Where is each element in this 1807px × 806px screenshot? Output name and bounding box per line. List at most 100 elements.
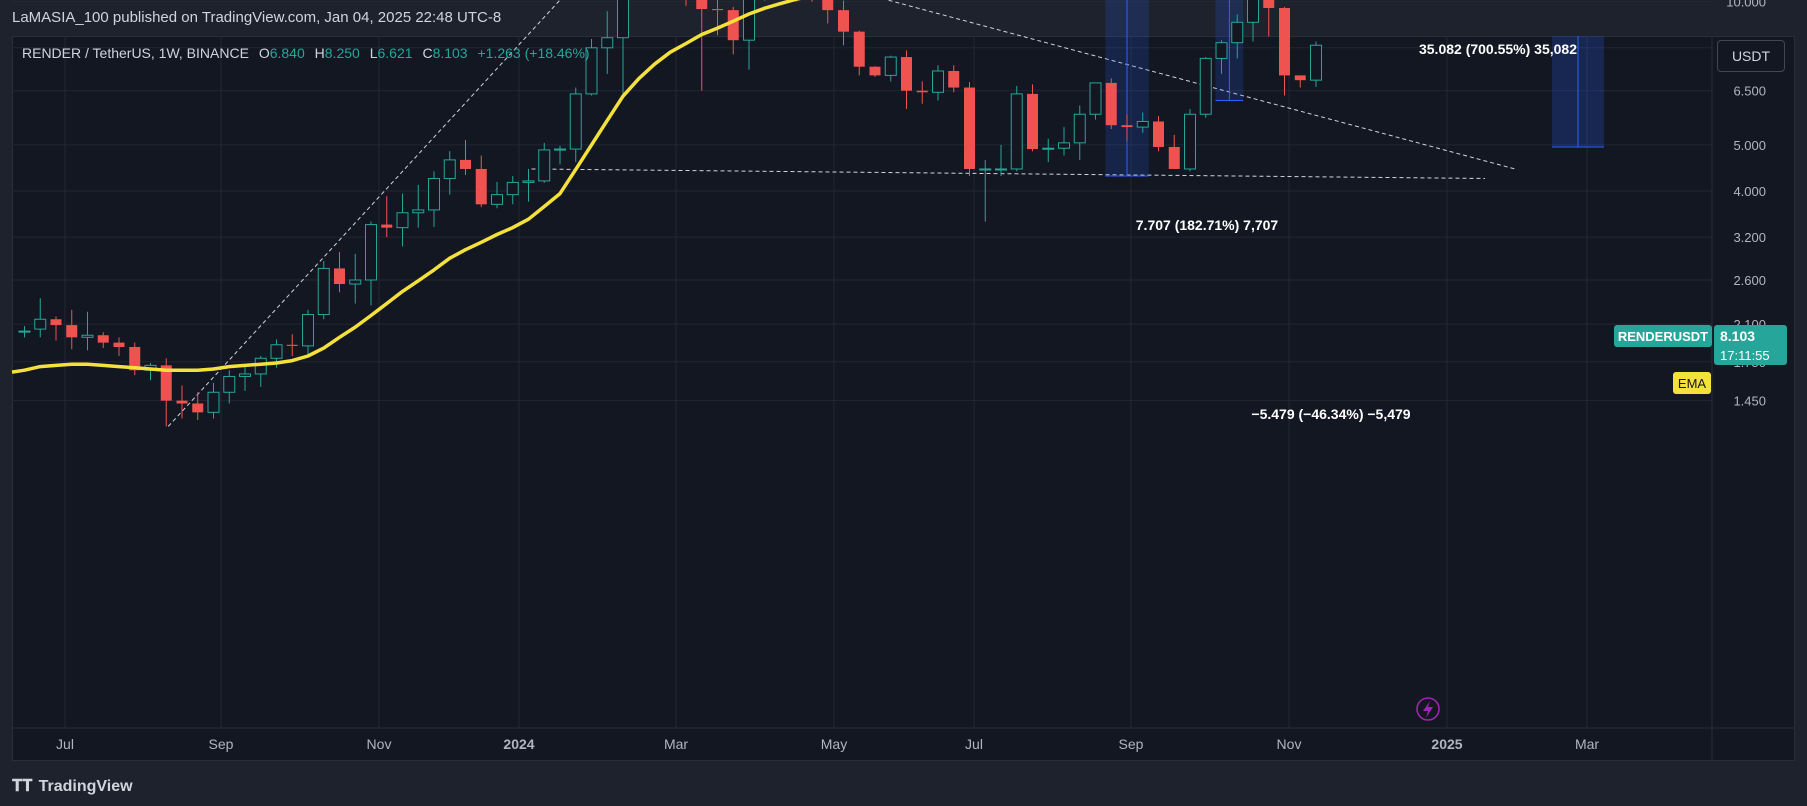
y-tick-label: 10.000 bbox=[1726, 0, 1766, 10]
x-tick-label: May bbox=[821, 736, 847, 752]
measure-label: 7.707 (182.71%) 7,707 bbox=[1136, 217, 1279, 233]
chart-grid bbox=[12, 1, 1712, 728]
candle-body bbox=[1153, 121, 1164, 147]
price-tag-value: 8.103 bbox=[1720, 328, 1755, 344]
candle-body bbox=[475, 168, 487, 205]
candle-body bbox=[1263, 0, 1275, 8]
candle-body bbox=[569, 93, 582, 150]
candle-body bbox=[460, 159, 471, 169]
rising-trendline bbox=[167, 0, 561, 427]
price-tag bbox=[1714, 325, 1787, 365]
candle-body bbox=[853, 31, 865, 67]
x-tick-label: Mar bbox=[664, 736, 688, 752]
price-tag-countdown: 17:11:55 bbox=[1720, 348, 1770, 363]
candle-body bbox=[207, 391, 220, 413]
candle-body bbox=[428, 177, 440, 211]
legend-change: +1.263 (+18.46%) bbox=[477, 45, 590, 61]
x-tick-label: Mar bbox=[1575, 736, 1599, 752]
y-tick-label: 5.000 bbox=[1733, 138, 1766, 153]
candle-body bbox=[538, 149, 551, 182]
candle-body bbox=[1168, 146, 1180, 169]
candle-body bbox=[522, 180, 535, 183]
footer: 𝐓𝐓 TradingView bbox=[0, 770, 1807, 806]
ema-series bbox=[11, 0, 802, 374]
candle-body bbox=[129, 346, 141, 371]
candle-body bbox=[1279, 7, 1290, 76]
candle-body bbox=[869, 66, 881, 76]
x-tick-label: Jul bbox=[965, 736, 983, 752]
candle-body bbox=[192, 403, 204, 413]
y-tick-label: 3.200 bbox=[1733, 230, 1766, 245]
candle-body bbox=[995, 168, 1007, 171]
legend-symbol: RENDER / TetherUS, 1W, BINANCE bbox=[22, 45, 249, 61]
candle-body bbox=[964, 87, 975, 169]
x-tick-label: Nov bbox=[1277, 736, 1302, 752]
publish-header: LaMASIA_100 published on TradingView.com… bbox=[0, 0, 1807, 36]
x-tick-label: Sep bbox=[1119, 736, 1144, 752]
lightning-icon[interactable] bbox=[1416, 697, 1440, 721]
candle-body bbox=[396, 212, 409, 229]
legend-open-label: O bbox=[258, 45, 270, 61]
candle-body bbox=[743, 0, 755, 41]
candle-body bbox=[948, 71, 960, 88]
candle-body bbox=[727, 10, 739, 41]
measure-ranges bbox=[1105, 0, 1604, 177]
candle-body bbox=[443, 159, 456, 179]
candle-body bbox=[838, 10, 849, 32]
candle-body bbox=[50, 319, 62, 326]
candle-body bbox=[932, 70, 944, 93]
legend-low-label: L bbox=[369, 45, 378, 61]
candle-body bbox=[176, 400, 188, 404]
candle-body bbox=[1247, 0, 1259, 23]
candle-body bbox=[349, 279, 362, 285]
ema-line bbox=[11, 0, 802, 374]
publish-info: LaMASIA_100 published on TradingView.com… bbox=[12, 9, 502, 26]
x-tick-label: 2025 bbox=[1431, 736, 1462, 752]
ema-tag-label: EMA bbox=[1678, 376, 1707, 391]
candle-body bbox=[365, 224, 377, 281]
chart-axes: 28.00022.00018.00015.00012.00010.0008.00… bbox=[12, 0, 1795, 761]
candle-body bbox=[1027, 93, 1038, 150]
x-tick-label: 2024 bbox=[503, 736, 534, 752]
candle-body bbox=[901, 57, 912, 91]
candle-body bbox=[601, 37, 614, 49]
candle-body bbox=[1294, 75, 1306, 81]
candle-body bbox=[239, 373, 251, 377]
candle-body bbox=[270, 344, 283, 359]
candle-body bbox=[585, 47, 598, 95]
legend-close-label: C bbox=[422, 45, 433, 61]
candle-body bbox=[712, 9, 723, 11]
candle-body bbox=[1231, 21, 1244, 44]
candle-body bbox=[617, 0, 629, 39]
pattern-lines bbox=[167, 0, 1516, 427]
candle-body bbox=[97, 335, 109, 343]
legend-low: 6.621 bbox=[377, 45, 413, 61]
candle-body bbox=[317, 267, 330, 316]
measure-label: 35.082 (700.55%) 35,082 bbox=[1419, 41, 1577, 57]
candle-body bbox=[1310, 44, 1322, 81]
chart-legend: RENDER / TetherUS, 1W, BINANCE O6.840 H8… bbox=[22, 45, 590, 61]
brand-name: TradingView bbox=[38, 778, 133, 795]
candle-body bbox=[412, 209, 425, 214]
candle-body bbox=[18, 330, 31, 333]
candle-body bbox=[1184, 113, 1196, 170]
candle-body bbox=[506, 181, 519, 196]
candle-body bbox=[1010, 93, 1023, 170]
candle-body bbox=[1073, 113, 1086, 144]
y-tick-label: 2.600 bbox=[1733, 273, 1766, 288]
tradingview-brand[interactable]: 𝐓𝐓 TradingView bbox=[12, 778, 139, 796]
candle-body bbox=[1042, 147, 1055, 150]
candle-body bbox=[223, 375, 236, 393]
chart-frame[interactable] bbox=[12, 36, 1795, 761]
candle-body bbox=[979, 168, 992, 171]
candle-body bbox=[160, 365, 172, 401]
support-line bbox=[531, 168, 1486, 179]
legend-open: 6.840 bbox=[269, 45, 305, 61]
candle-body bbox=[81, 334, 94, 338]
candle-body bbox=[302, 314, 314, 347]
currency-button[interactable]: USDT bbox=[1717, 40, 1785, 72]
x-tick-label: Nov bbox=[367, 736, 392, 752]
tradingview-logo-icon: 𝐓𝐓 bbox=[12, 778, 33, 795]
y-tick-label: 6.500 bbox=[1733, 84, 1766, 99]
